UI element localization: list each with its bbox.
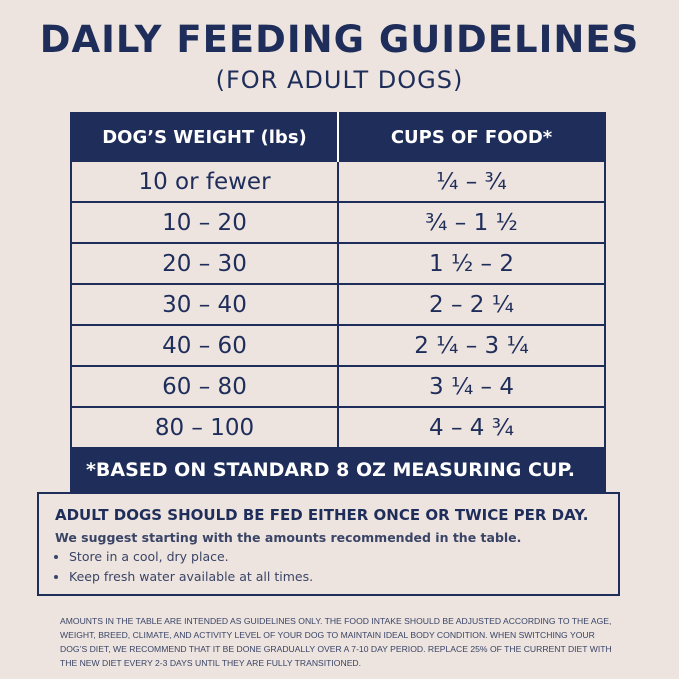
table-row: 40 – 60 2 ¼ – 3 ¼ xyxy=(71,324,605,366)
table-cell: 10 – 20 xyxy=(71,201,338,243)
table-cell: 1 ½ – 2 xyxy=(337,242,605,284)
table-cell: 2 – 2 ¼ xyxy=(337,283,605,325)
table-row: 30 – 40 2 – 2 ¼ xyxy=(71,283,605,325)
table-row: 10 or fewer ¼ – ¾ xyxy=(71,160,605,202)
subtitle: (FOR ADULT DOGS) xyxy=(215,66,464,94)
table-cell: 3 ¼ – 4 xyxy=(337,365,605,407)
column-header: CUPS OF FOOD* xyxy=(337,113,605,161)
disclaimer: AMOUNTS IN THE TABLE ARE INTENDED AS GUI… xyxy=(60,616,612,668)
table-cell: 60 – 80 xyxy=(71,365,338,407)
table-cell: 20 – 30 xyxy=(71,242,338,284)
info-box: ADULT DOGS SHOULD BE FED EITHER ONCE OR … xyxy=(37,492,620,596)
info-heading: ADULT DOGS SHOULD BE FED EITHER ONCE OR … xyxy=(55,506,589,524)
bullet-list: Store in a cool, dry place. Keep fresh wa… xyxy=(55,549,618,584)
feeding-table: DOG’S WEIGHT (lbs) CUPS OF FOOD* 10 or f… xyxy=(70,112,606,493)
table-cell: 80 – 100 xyxy=(71,406,338,448)
table-cell: ¾ – 1 ½ xyxy=(337,201,605,243)
footnote: *BASED ON STANDARD 8 OZ MEASURING CUP. xyxy=(71,447,605,492)
table-body: 10 or fewer ¼ – ¾ 10 – 20 ¾ – 1 ½ 20 – 30 1 ½… xyxy=(71,160,605,492)
info-intro: We suggest starting with the amounts rec… xyxy=(55,530,522,545)
title: DAILY FEEDING GUIDELINES xyxy=(39,18,640,61)
table-cell: 4 – 4 ¾ xyxy=(337,406,605,448)
bullet: Keep fresh water available at all times. xyxy=(69,569,618,584)
table-cell: ¼ – ¾ xyxy=(337,160,605,202)
table-cell: 10 or fewer xyxy=(71,160,338,202)
table-row: 10 – 20 ¾ – 1 ½ xyxy=(71,201,605,243)
table-row: 80 – 100 4 – 4 ¾ xyxy=(71,406,605,448)
footnote-row: *BASED ON STANDARD 8 OZ MEASURING CUP. xyxy=(71,447,605,492)
table-row: 20 – 30 1 ½ – 2 xyxy=(71,242,605,284)
table-row: 60 – 80 3 ¼ – 4 xyxy=(71,365,605,407)
column-header: DOG’S WEIGHT (lbs) xyxy=(71,113,338,161)
table-cell: 40 – 60 xyxy=(71,324,338,366)
table-cell: 2 ¼ – 3 ¼ xyxy=(337,324,605,366)
table-cell: 30 – 40 xyxy=(71,283,338,325)
bullet: Store in a cool, dry place. xyxy=(69,549,618,564)
